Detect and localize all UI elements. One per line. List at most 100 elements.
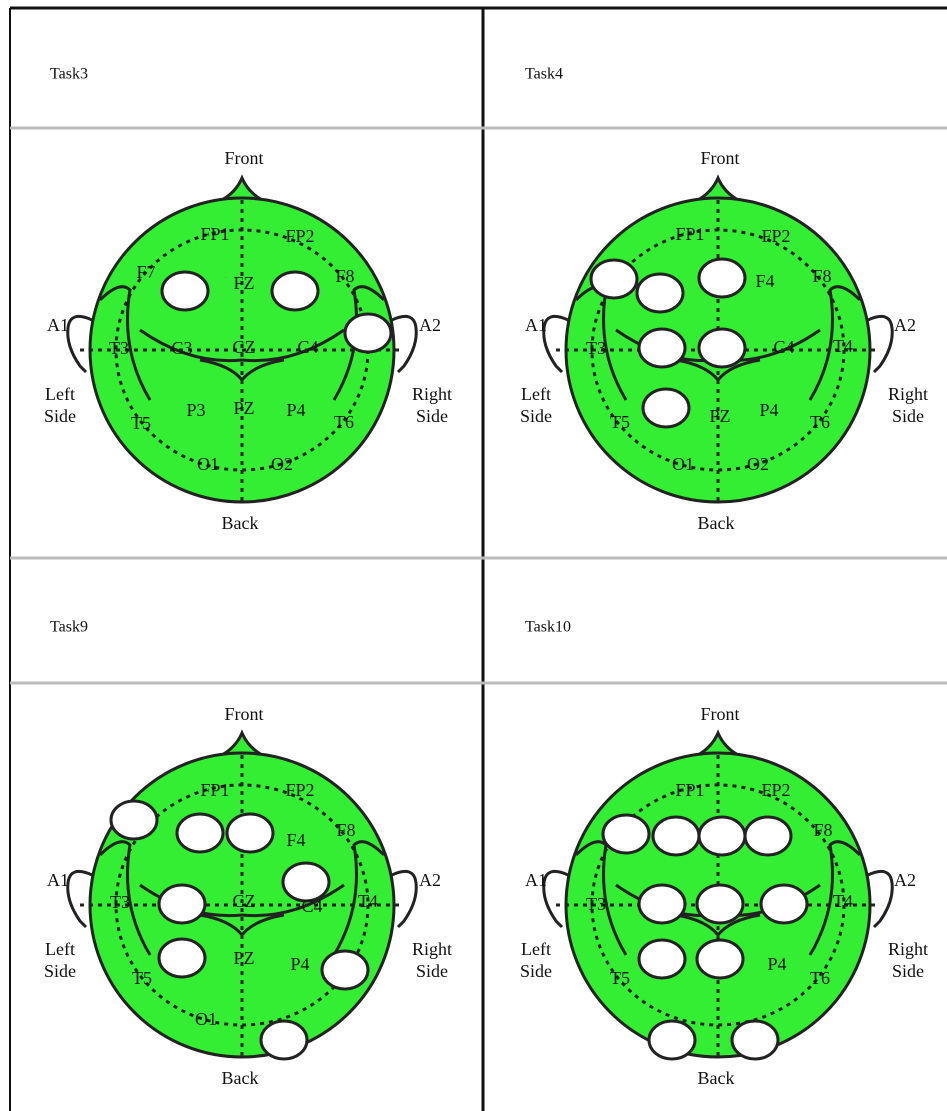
electrode-label: FP2 <box>285 226 314 246</box>
electrode-label: Side <box>44 406 76 426</box>
electrode-label: FP1 <box>200 224 229 244</box>
electrode-label: A2 <box>894 315 916 335</box>
electrode-label: O2 <box>271 454 293 474</box>
electrode-label: Right <box>888 939 928 959</box>
electrode-cover <box>697 940 743 978</box>
electrode-label: T5 <box>131 413 151 433</box>
electrode-label: Side <box>520 406 552 426</box>
electrode-label: A2 <box>419 315 441 335</box>
electrode-cover <box>227 814 273 852</box>
electrode-label: F8 <box>335 266 354 286</box>
electrode-label: F8 <box>812 266 831 286</box>
electrode-label: P4 <box>290 954 309 974</box>
electrode-label: Front <box>700 148 739 168</box>
electrode-label: T5 <box>610 968 630 988</box>
electrode-label: A2 <box>419 870 441 890</box>
electrode-label: Front <box>224 148 263 168</box>
electrode-label: FP1 <box>675 780 704 800</box>
electrode-label: T6 <box>810 412 830 432</box>
electrode-label: FP2 <box>761 226 790 246</box>
electrode-label: Back <box>698 1068 735 1088</box>
electrode-cover <box>745 817 791 855</box>
electrode-label: P4 <box>759 400 778 420</box>
electrode-label: FP2 <box>285 780 314 800</box>
electrode-cover <box>653 817 699 855</box>
electrode-label: T5 <box>610 412 630 432</box>
electrode-cover <box>162 272 208 310</box>
electrode-label: FZ <box>233 273 254 293</box>
electrode-label: C4 <box>297 337 318 357</box>
electrode-label: P4 <box>767 954 786 974</box>
electrode-label: T3 <box>109 338 129 358</box>
electrode-label: CZ <box>232 891 255 911</box>
electrode-label: O1 <box>672 454 694 474</box>
electrode-label: Side <box>416 961 448 981</box>
electrode-label: PZ <box>233 948 254 968</box>
electrode-cover <box>639 940 685 978</box>
electrode-label: Side <box>892 961 924 981</box>
electrode-cover <box>761 885 807 923</box>
electrode-label: Side <box>520 961 552 981</box>
electrode-cover <box>697 885 743 923</box>
electrode-cover <box>261 1021 307 1059</box>
electrode-label: Right <box>412 384 452 404</box>
electrode-cover <box>699 259 745 297</box>
electrode-label: Side <box>416 406 448 426</box>
electrode-label: A1 <box>525 315 547 335</box>
electrode-label: T3 <box>586 894 606 914</box>
electrode-label: Left <box>521 939 551 959</box>
electrode-cover <box>591 260 637 298</box>
electrode-label: F8 <box>336 820 355 840</box>
electrode-label: F7 <box>136 262 155 282</box>
electrode-label: Front <box>700 704 739 724</box>
electrode-label: F4 <box>286 830 305 850</box>
electrode-label: T4 <box>833 336 853 356</box>
electrode-label: A1 <box>47 870 69 890</box>
figure: FrontFP1FP2F7FZF8A1A2T3C3CZC4LeftSideRig… <box>0 0 947 1111</box>
electrode-cover <box>322 951 368 989</box>
electrode-label: Left <box>521 384 551 404</box>
electrode-label: Front <box>224 704 263 724</box>
electrode-label: PZ <box>233 398 254 418</box>
electrode-label: Left <box>45 384 75 404</box>
electrode-label: T4 <box>358 891 378 911</box>
electrode-label: C3 <box>171 338 192 358</box>
electrode-cover <box>177 814 223 852</box>
electrode-cover <box>699 329 745 367</box>
electrode-label: P3 <box>186 400 205 420</box>
panel-title: Task4 <box>525 66 563 83</box>
electrode-cover <box>732 1021 778 1059</box>
electrode-label: T3 <box>110 892 130 912</box>
electrode-cover <box>603 815 649 853</box>
electrode-label: C4 <box>773 337 794 357</box>
electrode-label: T6 <box>810 968 830 988</box>
electrode-label: FP2 <box>761 780 790 800</box>
electrode-label: T3 <box>586 338 606 358</box>
electrode-label: O1 <box>195 1009 217 1029</box>
panel-title: Task9 <box>50 619 88 636</box>
electrode-label: Right <box>412 939 452 959</box>
electrode-label: Back <box>698 513 735 533</box>
electrode-label: PZ <box>709 406 730 426</box>
panel-title: Task3 <box>50 66 88 83</box>
electrode-label: FP1 <box>675 224 704 244</box>
electrode-label: T4 <box>833 891 853 911</box>
electrode-label: CZ <box>232 337 255 357</box>
electrode-label: F8 <box>813 820 832 840</box>
electrode-label: F4 <box>755 271 774 291</box>
electrode-label: Back <box>222 513 259 533</box>
electrode-cover <box>159 885 205 923</box>
electrode-label: FP1 <box>200 780 229 800</box>
electrode-label: T6 <box>334 412 354 432</box>
electrode-label: T5 <box>132 968 152 988</box>
electrode-cover <box>643 389 689 427</box>
electrode-label: Left <box>45 939 75 959</box>
electrode-label: O2 <box>747 454 769 474</box>
electrode-cover <box>637 274 683 312</box>
electrode-cover <box>111 801 157 839</box>
electrode-label: Right <box>888 384 928 404</box>
electrode-label: A1 <box>525 870 547 890</box>
electrode-cover <box>699 817 745 855</box>
electrode-label: A2 <box>894 870 916 890</box>
electrode-label: P4 <box>286 400 305 420</box>
